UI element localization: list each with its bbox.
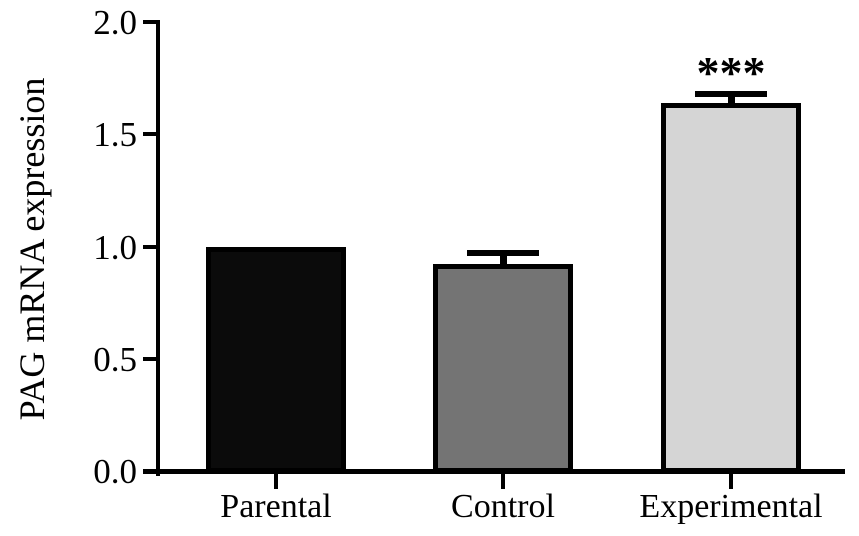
error-bar-cap (695, 90, 767, 97)
x-tick (501, 474, 505, 489)
x-category-label: Parental (220, 488, 332, 525)
y-tick (143, 244, 156, 249)
x-category-label: Experimental (639, 488, 823, 525)
bar-parental (206, 246, 346, 473)
y-tick-label: 2.0 (93, 3, 137, 42)
y-tick-label: 0.5 (93, 339, 137, 379)
y-tick-label: 1.5 (93, 115, 137, 155)
y-tick (143, 356, 156, 361)
y-tick (143, 469, 156, 473)
y-tick (143, 20, 156, 24)
error-bar-cap (467, 250, 539, 257)
y-tick-label: 1.0 (93, 227, 137, 267)
y-tick-label: 0.0 (93, 452, 137, 491)
x-tick (274, 474, 278, 489)
x-tick (729, 474, 733, 489)
y-axis-line (156, 20, 160, 476)
error-bar-stem (499, 253, 507, 267)
error-bar-stem (727, 93, 735, 105)
significance-stars: *** (696, 46, 766, 98)
bar-experimental (661, 102, 801, 473)
y-axis-title: PAG mRNA expression (12, 77, 52, 421)
bar-control (433, 264, 573, 473)
y-tick (143, 132, 156, 137)
x-category-label: Control (451, 488, 555, 525)
